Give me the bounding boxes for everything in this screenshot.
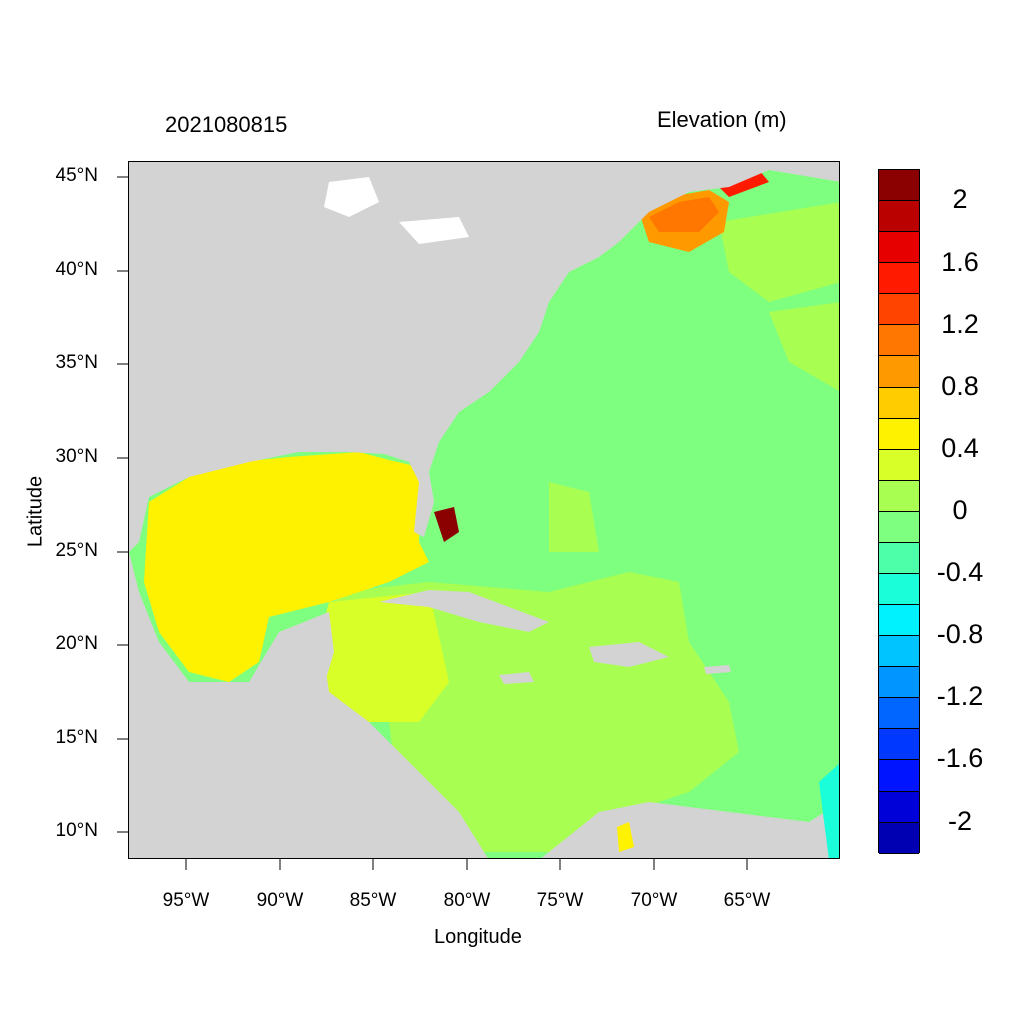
colorbar-label: -1.2 bbox=[936, 681, 984, 711]
colorbar-cell bbox=[879, 294, 919, 326]
map-panel bbox=[128, 161, 840, 859]
colorbar-cell bbox=[879, 263, 919, 295]
x-tick-label: 70°W bbox=[630, 890, 678, 911]
cuba bbox=[379, 590, 549, 632]
x-tick-label: 80°W bbox=[443, 890, 491, 911]
map-canvas bbox=[129, 162, 839, 858]
y-tick-label: 10°N bbox=[55, 820, 98, 841]
colorbar-label: 0.4 bbox=[941, 433, 979, 463]
colorbar-cell bbox=[879, 418, 919, 450]
south-florida-surge bbox=[434, 507, 459, 542]
colorbar-cell bbox=[879, 387, 919, 419]
x-tick-label: 90°W bbox=[256, 890, 304, 911]
y-tick-label: 40°N bbox=[55, 259, 98, 280]
colorbar-cell bbox=[879, 698, 919, 730]
hispaniola bbox=[589, 642, 669, 667]
y-tick-label: 30°N bbox=[55, 446, 98, 467]
y-tick-label: 20°N bbox=[55, 633, 98, 654]
colorbar-cell bbox=[879, 201, 919, 233]
colorbar-label: -0.4 bbox=[936, 557, 984, 587]
southeast-coastal-low bbox=[819, 763, 839, 858]
x-tick-label: 65°W bbox=[723, 890, 771, 911]
colorbar-cell bbox=[879, 574, 919, 606]
x-tick-label: 85°W bbox=[349, 890, 397, 911]
atlantic-patch-north bbox=[719, 202, 839, 302]
lake-maracaibo bbox=[617, 822, 634, 852]
mexico-central-america-land bbox=[129, 552, 488, 858]
colorbar-cell bbox=[879, 232, 919, 264]
colorbar-label: 2 bbox=[952, 184, 968, 214]
colorbar-cell bbox=[879, 542, 919, 575]
jamaica bbox=[499, 672, 534, 684]
colorbar-label: -0.8 bbox=[936, 619, 984, 649]
x-tick-label: 75°W bbox=[536, 890, 584, 911]
y-axis-label: Latitude bbox=[24, 475, 47, 548]
colorbar-label: 1.6 bbox=[941, 247, 979, 277]
y-tick-label: 25°N bbox=[55, 540, 98, 561]
yucatan-peninsula bbox=[279, 612, 334, 702]
y-tick-label: 45°N bbox=[55, 165, 98, 186]
y-tick-label: 35°N bbox=[55, 352, 98, 373]
map-timestamp-title: 2021080815 bbox=[165, 112, 288, 137]
lake-erie bbox=[399, 217, 469, 244]
colorbar-label: -2 bbox=[947, 806, 972, 836]
colorbar-cell bbox=[879, 170, 919, 202]
puerto-rico bbox=[704, 665, 731, 674]
colorbar-cell bbox=[879, 636, 919, 668]
colorbar-label: 0.8 bbox=[941, 371, 979, 401]
south-america-land bbox=[541, 802, 839, 858]
colorbar-cell bbox=[879, 449, 919, 481]
western-caribbean bbox=[314, 592, 449, 722]
atlantic-patch-east bbox=[769, 302, 839, 391]
colorbar-cell bbox=[879, 511, 919, 543]
colorbar-cell bbox=[879, 480, 919, 512]
gulf-of-maine-surge-core bbox=[649, 197, 719, 232]
north-america-land bbox=[129, 162, 839, 552]
colorbar-cell bbox=[879, 729, 919, 761]
y-tick-label: 15°N bbox=[55, 727, 98, 748]
colorbar-cell bbox=[879, 356, 919, 388]
x-tick-label: 95°W bbox=[162, 890, 210, 911]
gulf-of-mexico bbox=[144, 452, 429, 682]
colorbar-cell bbox=[879, 667, 919, 699]
colorbar-cell bbox=[879, 791, 919, 823]
colorbar-cell bbox=[879, 325, 919, 357]
colorbar-label: -1.6 bbox=[936, 743, 984, 773]
variable-title: Elevation (m) bbox=[657, 107, 787, 132]
colorbar-label: 0 bbox=[952, 495, 968, 525]
great-lakes bbox=[324, 177, 379, 217]
colorbar-cell bbox=[879, 822, 919, 854]
colorbar bbox=[878, 169, 920, 854]
x-axis-label: Longitude bbox=[434, 926, 522, 948]
atlantic-patch-bahamas bbox=[549, 482, 599, 552]
colorbar-label: 1.2 bbox=[941, 309, 979, 339]
colorbar-cell bbox=[879, 760, 919, 792]
colorbar-cell bbox=[879, 605, 919, 637]
